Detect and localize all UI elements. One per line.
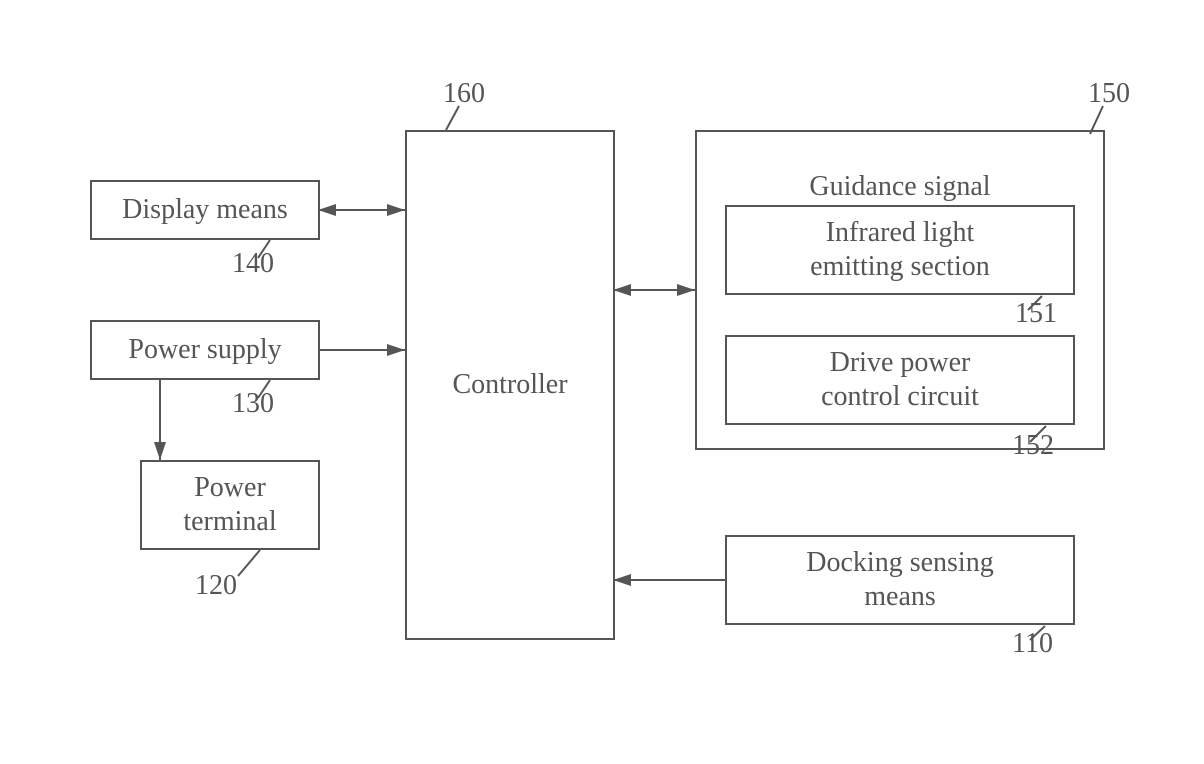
infrared-section-box: Infrared light emitting section — [725, 205, 1075, 295]
power-terminal-label: Power terminal — [183, 471, 276, 538]
display-means-ref: 140 — [232, 248, 274, 280]
power-supply-label: Power supply — [128, 333, 281, 367]
drive-power-circuit-ref: 152 — [1012, 430, 1054, 462]
infrared-section-ref: 151 — [1015, 298, 1057, 330]
diagram-canvas: Display means 140 Power supply 130 Power… — [0, 0, 1204, 764]
controller-box: Controller — [405, 130, 615, 640]
drive-power-circuit-label: Drive power control circuit — [821, 346, 979, 413]
docking-means-ref: 110 — [1012, 628, 1053, 660]
power-supply-ref: 130 — [232, 388, 274, 420]
power-supply-box: Power supply — [90, 320, 320, 380]
infrared-section-label: Infrared light emitting section — [810, 216, 990, 283]
controller-label: Controller — [452, 368, 567, 402]
controller-ref: 160 — [443, 78, 485, 110]
docking-means-box: Docking sensing means — [725, 535, 1075, 625]
power-terminal-ref: 120 — [195, 570, 237, 602]
power-terminal-box: Power terminal — [140, 460, 320, 550]
display-means-box: Display means — [90, 180, 320, 240]
guidance-transmitter-ref: 150 — [1088, 78, 1130, 110]
docking-means-label: Docking sensing means — [806, 546, 993, 613]
display-means-label: Display means — [122, 193, 288, 227]
drive-power-circuit-box: Drive power control circuit — [725, 335, 1075, 425]
